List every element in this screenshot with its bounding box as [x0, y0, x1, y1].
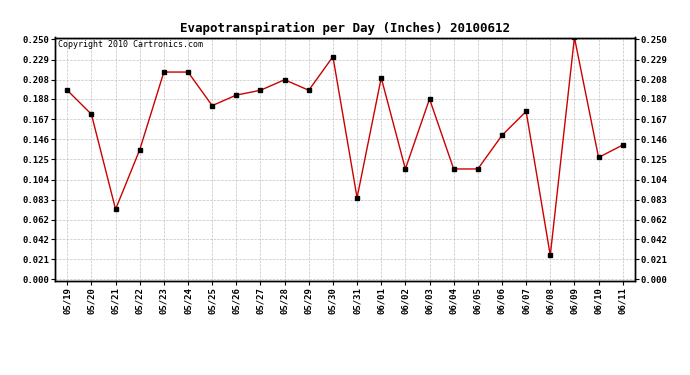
Title: Evapotranspiration per Day (Inches) 20100612: Evapotranspiration per Day (Inches) 2010… [180, 22, 510, 35]
Text: Copyright 2010 Cartronics.com: Copyright 2010 Cartronics.com [58, 40, 203, 49]
